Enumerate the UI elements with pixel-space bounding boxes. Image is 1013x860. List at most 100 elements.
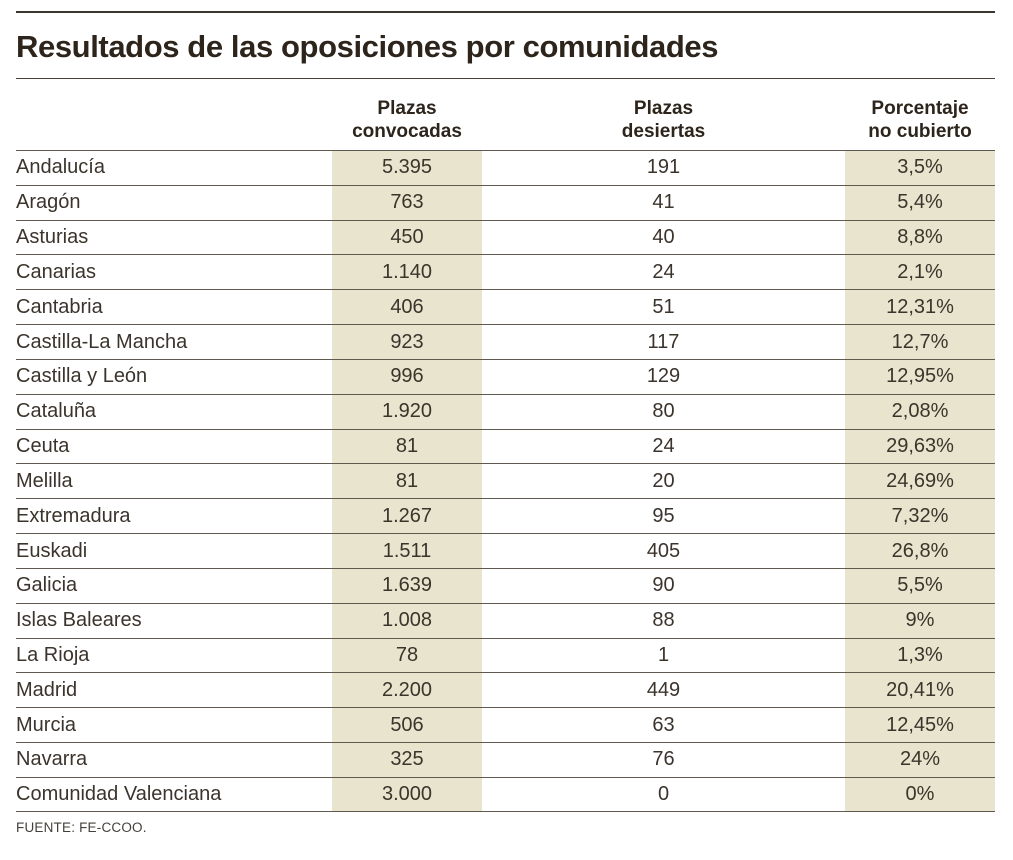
porcentaje-cell: 12,7% xyxy=(845,325,995,359)
plazas-desiertas-cell: 24 xyxy=(652,435,675,458)
porcentaje-cell: 5,4% xyxy=(845,185,995,220)
plazas-convocadas-cell: 1.920 xyxy=(332,394,482,429)
plazas-desiertas-cell: 63 xyxy=(652,713,675,736)
table-header-row: Plazas convocadas Plazas desiertas Porce… xyxy=(16,79,995,150)
community-name-cell: Aragón xyxy=(16,191,81,214)
porcentaje-cell: 26,8% xyxy=(845,534,995,568)
plazas-convocadas-cell: 1.008 xyxy=(332,603,482,638)
community-name-cell: Euskadi xyxy=(16,539,88,562)
table-row: Euskadi 1.511 405 26,8% xyxy=(16,533,995,568)
table-row: Madrid 2.200 449 20,41% xyxy=(16,672,995,708)
page-title: Resultados de las oposiciones por comuni… xyxy=(16,29,719,64)
porcentaje-cell: 12,31% xyxy=(845,290,995,325)
plazas-convocadas-cell: 996 xyxy=(332,359,482,394)
table-row: Cataluña 1.920 80 2,08% xyxy=(16,393,995,429)
community-name-cell: Madrid xyxy=(16,678,78,701)
porcentaje-cell: 12,95% xyxy=(845,359,995,394)
porcentaje-cell: 2,1% xyxy=(845,255,995,290)
plazas-desiertas-cell: 449 xyxy=(646,678,681,701)
plazas-desiertas-cell: 1 xyxy=(657,644,670,666)
plazas-desiertas-cell: 20 xyxy=(652,469,675,492)
table-row: Murcia 506 63 12,45% xyxy=(16,707,995,743)
table-row: La Rioja 78 1 1,3% xyxy=(16,637,995,673)
plazas-convocadas-cell: 3.000 xyxy=(332,777,482,811)
porcentaje-cell: 9% xyxy=(845,603,995,638)
source-note: FUENTE: FE-CCOO. xyxy=(16,819,147,835)
plazas-desiertas-cell: 95 xyxy=(652,504,675,527)
plazas-convocadas-cell: 81 xyxy=(332,429,482,464)
column-header-convocadas: Plazas convocadas xyxy=(352,97,462,142)
porcentaje-cell: 24,69% xyxy=(845,464,995,499)
column-header-desiertas: Plazas desiertas xyxy=(621,97,706,142)
plazas-convocadas-cell: 81 xyxy=(332,464,482,499)
infographic-container: Resultados de las oposiciones por comuni… xyxy=(16,0,995,835)
table-row: Islas Baleares 1.008 88 9% xyxy=(16,602,995,638)
table-row: Canarias 1.140 24 2,1% xyxy=(16,254,995,290)
plazas-desiertas-cell: 129 xyxy=(646,365,681,388)
table-row: Comunidad Valenciana 3.000 0 0% xyxy=(16,776,995,812)
community-name-cell: Galicia xyxy=(16,574,78,597)
plazas-desiertas-cell: 76 xyxy=(652,748,675,771)
plazas-desiertas-cell: 117 xyxy=(647,330,680,353)
plazas-convocadas-cell: 450 xyxy=(332,220,482,255)
table-row: Asturias 450 40 8,8% xyxy=(16,219,995,255)
plazas-convocadas-cell: 1.267 xyxy=(332,499,482,534)
porcentaje-cell: 5,5% xyxy=(845,568,995,603)
plazas-desiertas-cell: 90 xyxy=(652,574,675,597)
community-name-cell: Navarra xyxy=(16,748,88,771)
porcentaje-cell: 7,32% xyxy=(845,499,995,534)
column-header-porcentaje: Porcentaje no cubierto xyxy=(868,97,972,142)
community-name-cell: La Rioja xyxy=(16,644,90,666)
plazas-desiertas-cell: 51 xyxy=(652,295,675,318)
plazas-desiertas-cell: 40 xyxy=(652,226,675,249)
porcentaje-cell: 20,41% xyxy=(845,673,995,708)
table-row: Navarra 325 76 24% xyxy=(16,742,995,777)
porcentaje-cell: 2,08% xyxy=(845,394,995,429)
plazas-convocadas-cell: 325 xyxy=(332,743,482,777)
plazas-convocadas-cell: 506 xyxy=(332,708,482,743)
table-row: Melilla 81 20 24,69% xyxy=(16,463,995,499)
plazas-convocadas-cell: 5.395 xyxy=(332,151,482,185)
porcentaje-cell: 12,45% xyxy=(845,708,995,743)
table-body: Andalucía 5.395 191 3,5% Aragón 763 41 5,4% Astu… xyxy=(16,150,995,812)
community-name-cell: Islas Baleares xyxy=(16,609,142,632)
community-name-cell: Murcia xyxy=(16,713,77,736)
plazas-convocadas-cell: 923 xyxy=(332,325,482,359)
community-name-cell: Extremadura xyxy=(16,504,131,527)
plazas-desiertas-cell: 405 xyxy=(646,539,681,562)
community-name-cell: Cantabria xyxy=(16,295,103,318)
table-row: Castilla y León 996 129 12,95% xyxy=(16,358,995,394)
plazas-convocadas-cell: 406 xyxy=(332,290,482,325)
community-name-cell: Canarias xyxy=(16,260,97,283)
table-row: Galicia 1.639 90 5,5% xyxy=(16,567,995,603)
top-rule xyxy=(16,11,995,13)
community-name-cell: Asturias xyxy=(16,226,89,249)
community-name-cell: Castilla y León xyxy=(16,365,148,388)
plazas-convocadas-cell: 763 xyxy=(332,185,482,220)
community-name-cell: Melilla xyxy=(16,469,73,492)
porcentaje-cell: 24% xyxy=(845,743,995,777)
plazas-desiertas-cell: 80 xyxy=(652,400,675,423)
community-name-cell: Ceuta xyxy=(16,435,70,458)
table-row: Andalucía 5.395 191 3,5% xyxy=(16,150,995,185)
plazas-convocadas-cell: 1.639 xyxy=(332,568,482,603)
porcentaje-cell: 3,5% xyxy=(845,151,995,185)
porcentaje-cell: 8,8% xyxy=(845,220,995,255)
table-row: Extremadura 1.267 95 7,32% xyxy=(16,498,995,534)
plazas-desiertas-cell: 24 xyxy=(652,260,675,283)
community-name-cell: Castilla-La Mancha xyxy=(16,330,188,353)
plazas-convocadas-cell: 1.511 xyxy=(332,534,482,568)
community-name-cell: Cataluña xyxy=(16,400,97,423)
title-divider xyxy=(16,78,995,79)
table-row: Aragón 763 41 5,4% xyxy=(16,184,995,220)
porcentaje-cell: 29,63% xyxy=(845,429,995,464)
plazas-desiertas-cell: 41 xyxy=(652,191,675,214)
community-name-cell: Comunidad Valenciana xyxy=(16,782,222,805)
plazas-convocadas-cell: 1.140 xyxy=(332,255,482,290)
table-row: Castilla-La Mancha 923 117 12,7% xyxy=(16,324,995,359)
plazas-desiertas-cell: 0 xyxy=(657,782,670,805)
table-row: Cantabria 406 51 12,31% xyxy=(16,289,995,325)
table-row: Ceuta 81 24 29,63% xyxy=(16,428,995,464)
porcentaje-cell: 0% xyxy=(845,777,995,811)
plazas-convocadas-cell: 78 xyxy=(332,638,482,673)
